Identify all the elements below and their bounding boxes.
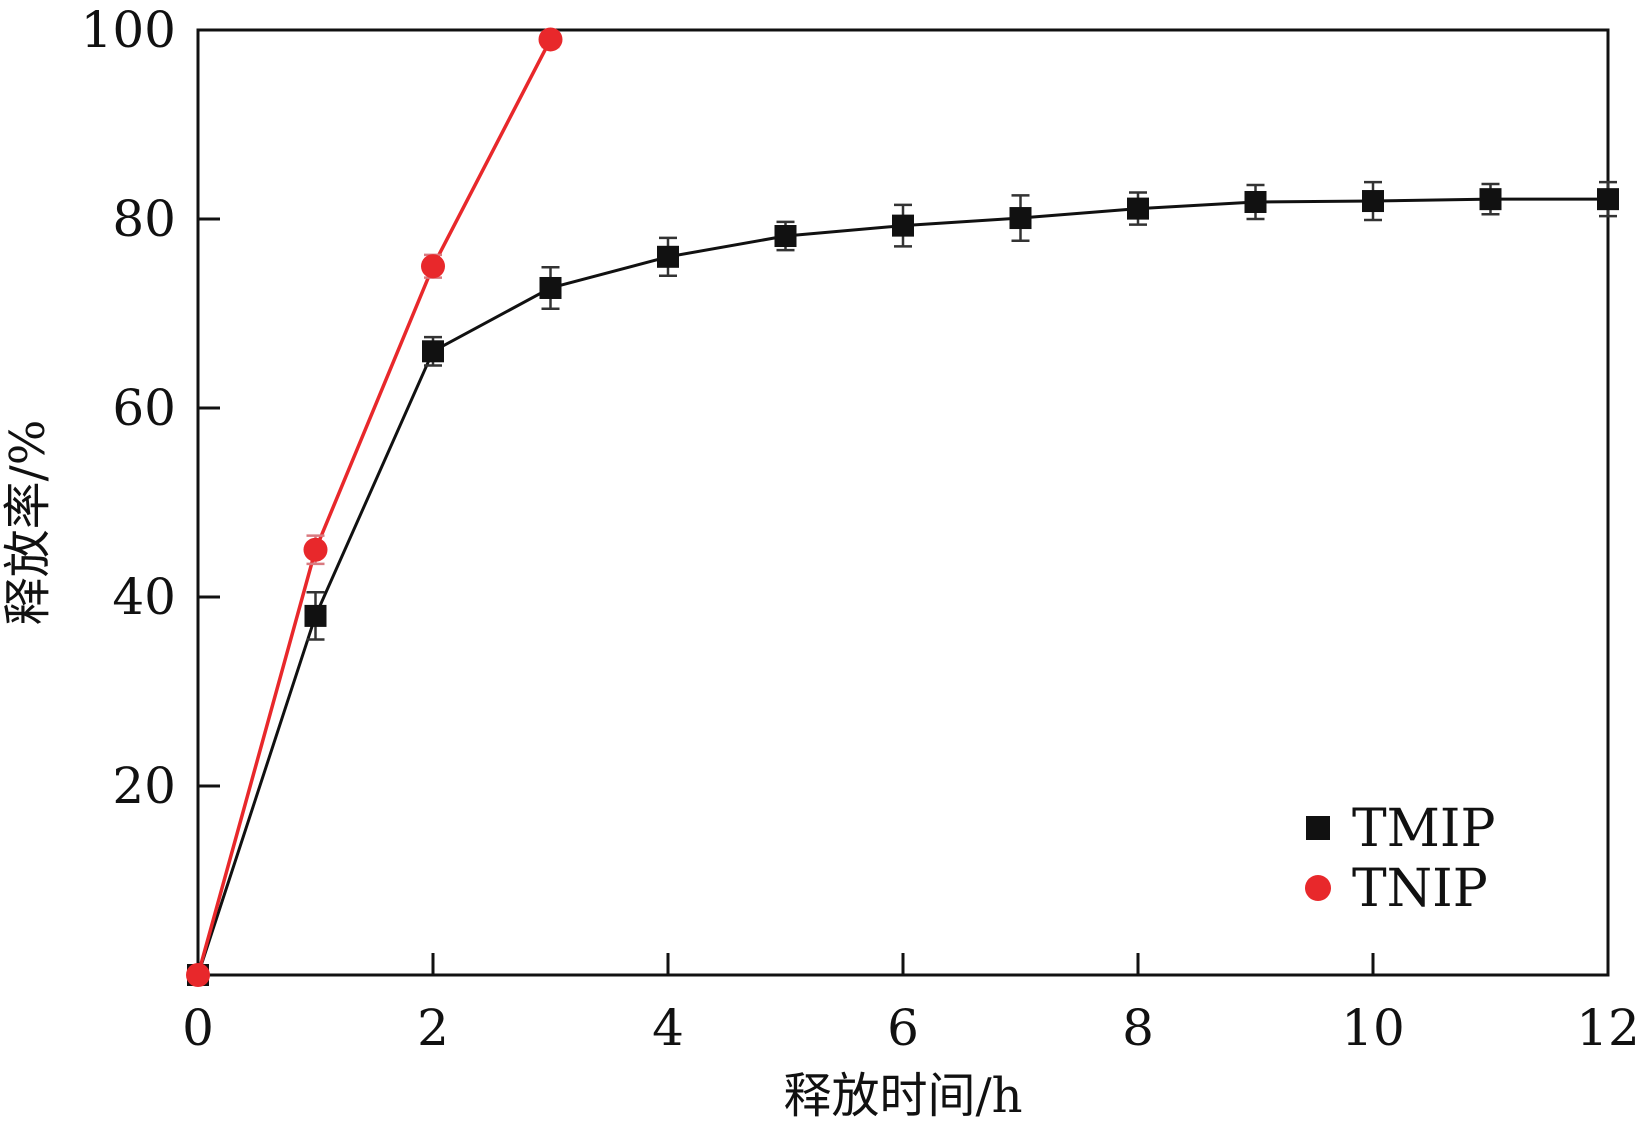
data-point-square (892, 214, 914, 237)
y-tick-label: 100 (81, 1, 176, 59)
data-point-circle (186, 963, 210, 987)
data-point-square (1479, 188, 1502, 211)
data-point-square (422, 340, 444, 363)
legend-label: TMIP (1352, 799, 1495, 859)
data-point-square (1362, 190, 1384, 213)
x-tick-label: 8 (1122, 999, 1154, 1057)
data-point-square (1597, 188, 1619, 211)
y-tick-label: 40 (112, 568, 176, 626)
series-layer (186, 27, 1619, 987)
series-line (196, 38, 553, 976)
data-point-circle (303, 537, 328, 562)
data-point-square (304, 604, 327, 627)
data-point-circle (421, 254, 445, 279)
legend-marker-square (1306, 816, 1330, 840)
y-tick-label: 20 (112, 757, 176, 815)
x-tick-label: 10 (1341, 999, 1405, 1057)
x-tick-label: 0 (182, 999, 214, 1057)
x-tick-label: 12 (1576, 999, 1638, 1057)
series-tnip (186, 27, 563, 987)
data-point-square (1009, 207, 1032, 230)
y-tick-label: 60 (112, 379, 176, 437)
axes-layer: 0 2 4 6 8 10 12 20 40 60 80 100 (81, 1, 1638, 1057)
series-tmip (187, 180, 1619, 986)
y-tick-label: 80 (112, 190, 176, 248)
legend-marker-circle (1305, 875, 1331, 901)
x-tick-label: 6 (887, 999, 919, 1057)
y-axis-title: 释放率/% (0, 420, 56, 626)
legend-label: TNIP (1352, 859, 1488, 919)
data-point-square (539, 276, 562, 299)
data-point-square (774, 225, 797, 248)
x-tick-label: 2 (417, 999, 449, 1057)
data-point-square (1127, 197, 1149, 220)
data-point-square (657, 245, 679, 268)
x-tick-label: 4 (652, 999, 684, 1057)
data-point-square (1244, 190, 1267, 213)
data-point-circle (538, 27, 563, 52)
x-axis-title: 释放时间/h (783, 1068, 1022, 1124)
